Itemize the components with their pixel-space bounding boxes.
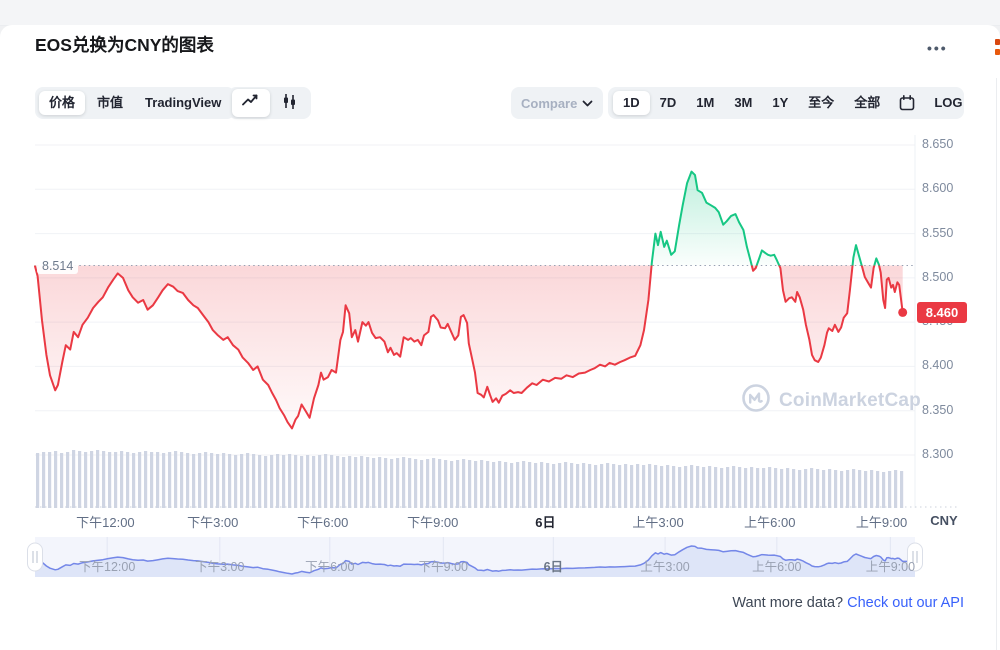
axis-unit-label: CNY <box>930 513 958 528</box>
page-title: EOS兑换为CNY的图表 <box>35 35 214 55</box>
candlestick-chart-button[interactable] <box>272 89 307 118</box>
chart-type-switch <box>228 87 311 119</box>
y-axis-label: 8.550 <box>922 225 954 240</box>
range-1D[interactable]: 1D <box>613 91 650 115</box>
footer: Want more data? Check out our API <box>732 595 964 611</box>
nav-axis-label: 下午12:00 <box>79 560 136 574</box>
y-axis-label: 8.350 <box>922 402 954 417</box>
line-chart-button[interactable] <box>232 89 270 117</box>
x-axis-label: 上午3:00 <box>632 515 684 530</box>
coinmarketcap-logo-icon <box>741 383 771 418</box>
log-scale-button[interactable]: LOG <box>934 95 963 110</box>
range-至今[interactable]: 至今 <box>808 95 835 110</box>
y-axis-label: 8.600 <box>922 181 954 196</box>
watermark: CoinMarketCap <box>741 383 921 418</box>
x-axis-label: 下午9:00 <box>407 515 459 530</box>
tab-价格[interactable]: 价格 <box>39 91 86 115</box>
x-axis-label: 上午6:00 <box>744 515 796 530</box>
tab-TradingView[interactable]: TradingView <box>145 95 222 110</box>
nav-axis-label: 上午9:00 <box>865 560 916 574</box>
tab-市值[interactable]: 市值 <box>97 95 124 110</box>
open-price-chip: 8.514 <box>37 258 79 274</box>
x-axis-label: 下午12:00 <box>76 515 135 530</box>
calendar-button[interactable] <box>890 91 924 115</box>
watermark-text: CoinMarketCap <box>779 389 921 411</box>
y-axis-label: 8.500 <box>922 269 954 284</box>
x-axis-label: 下午6:00 <box>297 515 349 530</box>
y-axis-label: 8.400 <box>922 358 954 373</box>
nav-handle-right[interactable] <box>907 542 923 572</box>
x-axis-label: 下午3:00 <box>187 515 239 530</box>
line-chart-icon <box>241 93 261 113</box>
compare-dropdown[interactable]: Compare <box>511 87 603 119</box>
footer-prompt: Want more data? <box>732 595 844 611</box>
x-axis-label: 上午9:00 <box>855 515 908 530</box>
range-全部[interactable]: 全部 <box>854 95 881 110</box>
x-axis-label: 6日 <box>535 515 556 530</box>
nav-axis-label: 上午3:00 <box>640 560 690 574</box>
range-3M[interactable]: 3M <box>734 95 753 110</box>
compare-label: Compare <box>521 95 578 111</box>
y-axis-label: 8.650 <box>922 137 954 151</box>
nav-axis-label: 下午3:00 <box>195 560 245 574</box>
view-tabs: 价格 市值 TradingView <box>35 87 236 119</box>
range-1M[interactable]: 1M <box>696 95 715 110</box>
candlestick-icon <box>281 93 298 114</box>
last-price-badge: 8.460 <box>917 302 967 323</box>
range-7D[interactable]: 7D <box>659 95 677 110</box>
nav-axis-label: 下午6:00 <box>305 560 355 574</box>
nav-handle-left[interactable] <box>27 542 43 572</box>
more-options-button[interactable]: ••• <box>927 40 948 56</box>
nav-axis-label: 上午6:00 <box>752 560 802 574</box>
range-selector: 1D 7D 1M 3M 1Y 至今 全部 LOG <box>608 87 964 119</box>
y-axis-label: 8.300 <box>922 447 954 461</box>
edge-widget-fragment <box>995 39 1000 45</box>
edge-widget-fragment <box>995 49 1000 55</box>
chevron-down-icon <box>582 94 593 112</box>
calendar-icon <box>900 95 915 111</box>
nav-axis-label: 下午9:00 <box>418 560 468 574</box>
scrollbar-track[interactable] <box>996 78 997 650</box>
nav-axis-label: 6日 <box>543 560 564 574</box>
range-1Y[interactable]: 1Y <box>772 95 789 110</box>
api-link[interactable]: Check out our API <box>847 595 964 611</box>
